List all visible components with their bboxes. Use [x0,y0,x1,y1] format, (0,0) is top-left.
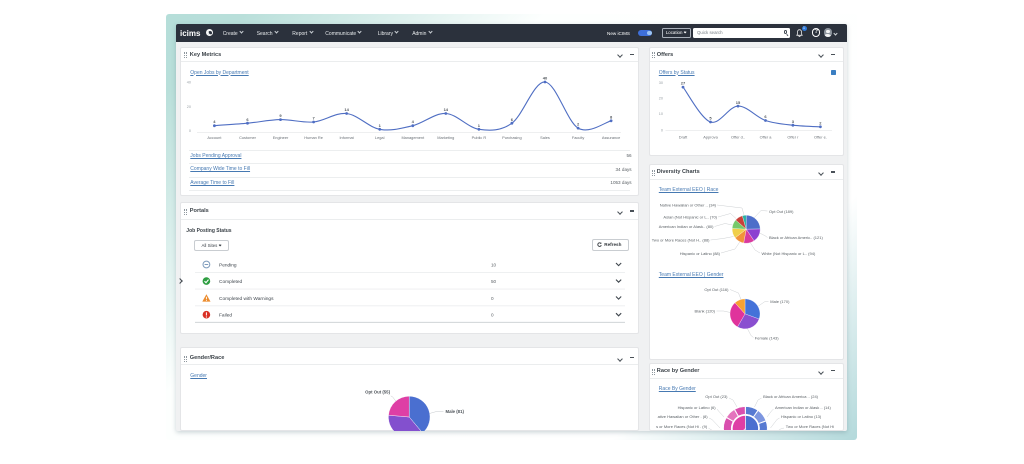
svg-text:Faculty: Faculty [572,135,585,140]
svg-text:14: 14 [345,107,350,112]
svg-text:Approva: Approva [703,135,718,140]
svg-text:6: 6 [764,114,767,119]
svg-text:Account: Account [208,135,223,140]
svg-text:Engineer: Engineer [273,135,289,140]
svg-text:Two or More Races (Not H.. (88: Two or More Races (Not H.. (88) [652,238,710,243]
svg-text:7: 7 [313,116,316,121]
svg-text:1: 1 [379,123,382,128]
svg-text:0: 0 [491,312,494,317]
svg-text:White (Not Hispanic or L.. (94: White (Not Hispanic or L.. (94) [761,251,815,256]
svg-text:Purchasing: Purchasing [502,135,521,140]
svg-text:ative Hawaiian or Other . (8): ative Hawaiian or Other . (8) [657,414,708,419]
svg-text:Female (143): Female (143) [755,336,779,341]
svg-text:Opt Out (189): Opt Out (189) [769,209,794,214]
svg-text:Customer: Customer [239,135,257,140]
svg-text:0: 0 [491,296,494,301]
svg-text:Draft: Draft [679,135,688,140]
svg-text:Black or African America .. (2: Black or African America .. (24) [763,394,819,399]
svg-text:0: 0 [661,128,663,132]
svg-text:Failed: Failed [219,312,232,318]
svg-text:Blank (120): Blank (120) [694,309,715,314]
svg-text:4: 4 [214,119,217,124]
svg-text:Hispanic or Latino (13): Hispanic or Latino (13) [781,414,822,419]
svg-text:Male (81): Male (81) [446,409,465,414]
svg-text:s or More Races (Not Hi . (9): s or More Races (Not Hi . (9) [656,424,708,429]
svg-text:Management: Management [402,135,426,140]
svg-text:Assurance: Assurance [602,135,620,140]
svg-text:Opt Out (55): Opt Out (55) [365,389,390,394]
svg-text:Native Hawaiian or Other .. (3: Native Hawaiian or Other .. (34) [660,203,717,208]
svg-text:Pending: Pending [219,262,237,268]
svg-text:2: 2 [819,120,822,125]
svg-text:5: 5 [709,116,712,121]
svg-text:10: 10 [491,262,497,267]
svg-text:Marketing: Marketing [438,135,455,140]
svg-text:Offer a: Offer a [759,135,772,140]
svg-text:Human Re: Human Re [305,135,324,140]
svg-text:Public R: Public R [472,135,487,140]
svg-text:40: 40 [187,81,191,85]
svg-text:Sales: Sales [540,135,550,140]
svg-text:Asian (Not Hispanic or L.. (70: Asian (Not Hispanic or L.. (70) [663,215,717,220]
svg-text:Opt Out (23): Opt Out (23) [705,394,728,399]
svg-text:Legal: Legal [375,135,385,140]
svg-text:1: 1 [478,123,481,128]
svg-text:American Indian or Alask.. (8: American Indian or Alask.. (80) [659,224,714,229]
svg-text:6: 6 [511,117,514,122]
svg-text:20: 20 [659,96,663,100]
svg-text:15: 15 [736,100,741,105]
svg-text:10: 10 [659,112,663,116]
svg-text:Completed with Warnings: Completed with Warnings [219,296,274,302]
svg-text:50: 50 [491,279,497,284]
svg-text:27: 27 [681,81,686,86]
svg-text:Completed: Completed [219,279,243,285]
svg-text:14: 14 [444,107,449,112]
svg-text:American Indian or Alask .. (1: American Indian or Alask .. (14) [775,405,831,410]
svg-text:8: 8 [610,114,613,119]
svg-text:Offer d..: Offer d.. [731,135,745,140]
svg-text:Informat: Informat [340,135,355,140]
svg-text:4: 4 [412,119,415,124]
svg-text:Black or African Americ.. (12: Black or African Americ.. (121) [769,235,823,240]
svg-text:9: 9 [280,113,283,118]
svg-text:Hispanic or Latino (88): Hispanic or Latino (88) [680,251,721,256]
svg-text:30: 30 [659,81,663,85]
svg-text:Hispanic or Latino (6): Hispanic or Latino (6) [677,405,716,410]
svg-text:0: 0 [189,129,191,133]
svg-text:Opt Out (116): Opt Out (116) [704,287,729,292]
svg-text:Male (170): Male (170) [770,299,790,304]
svg-text:6: 6 [247,117,250,122]
svg-text:2: 2 [577,122,580,127]
svg-text:40: 40 [543,76,548,81]
svg-text:20: 20 [187,105,191,109]
svg-text:Offer e.: Offer e. [814,135,827,140]
svg-text:3: 3 [792,119,795,124]
svg-text:Two or More Races (Not Hi: Two or More Races (Not Hi [786,424,834,429]
svg-text:Offer r: Offer r [787,135,799,140]
